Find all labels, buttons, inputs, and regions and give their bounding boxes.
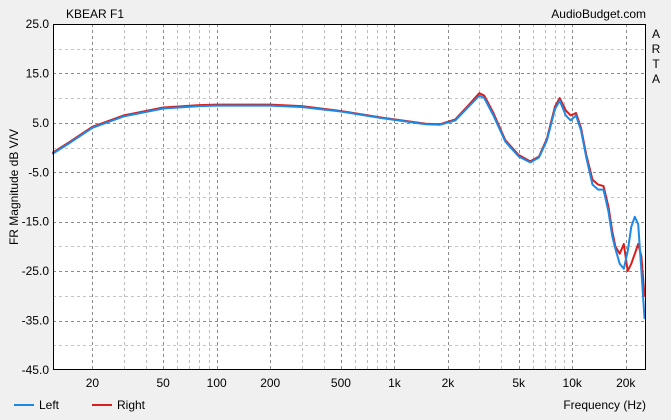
- x-tick-label: 100: [207, 376, 227, 390]
- side-label-letter: T: [652, 57, 660, 71]
- x-tick-label: 200: [260, 376, 280, 390]
- x-axis-label: Frequency (Hz): [563, 398, 646, 412]
- y-tick-label: -45.0: [22, 363, 50, 377]
- legend: Left Right: [14, 398, 146, 412]
- watermark: AudioBudget.com: [551, 7, 646, 21]
- x-tick-label: 1k: [388, 376, 402, 390]
- legend-label-left: Left: [39, 398, 60, 412]
- y-tick-label: -35.0: [22, 314, 50, 328]
- plot-frame: [53, 24, 646, 370]
- x-tick-label: 5k: [512, 376, 526, 390]
- y-axis-label: FR Magnitude dB V/V: [7, 129, 21, 245]
- y-tick-label: 25.0: [26, 17, 50, 31]
- x-tick-label: 500: [331, 376, 351, 390]
- series-lines: [52, 92, 646, 320]
- y-tick-label: -25.0: [22, 264, 50, 278]
- y-tick-label: -15.0: [22, 215, 50, 229]
- side-label-letter: A: [652, 27, 660, 41]
- legend-label-right: Right: [117, 398, 146, 412]
- x-tick-label: 2k: [442, 376, 456, 390]
- chart-title: KBEAR F1: [66, 7, 124, 21]
- grid-lines: [53, 24, 646, 370]
- series-line-left: [52, 94, 646, 320]
- side-label-letter: A: [652, 72, 660, 86]
- x-tick-label: 20: [86, 376, 100, 390]
- x-tick-label: 20k: [616, 376, 636, 390]
- tick-labels: 25.0 15.0 5.0 -5.0 -15.0 -25.0 -35.0 -45.0 20 50 1…: [22, 17, 637, 390]
- y-tick-label: -5.0: [28, 165, 49, 179]
- x-tick-label: 10k: [563, 376, 583, 390]
- x-tick-label: 50: [156, 376, 170, 390]
- side-label-letter: R: [652, 42, 661, 56]
- y-tick-label: 15.0: [26, 66, 50, 80]
- y-tick-label: 5.0: [32, 116, 49, 130]
